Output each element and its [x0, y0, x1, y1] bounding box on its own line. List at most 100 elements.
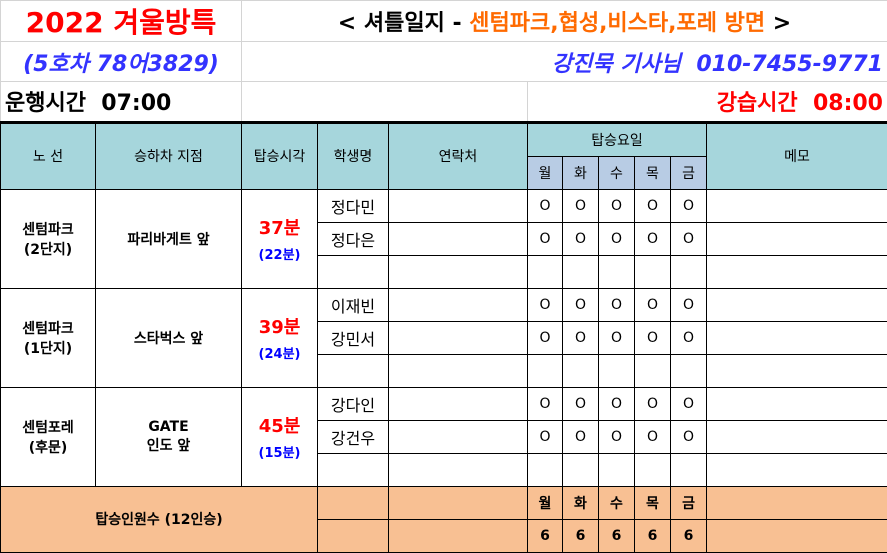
- contact-cell[interactable]: [389, 387, 528, 420]
- student-name[interactable]: 정다민: [318, 189, 389, 222]
- student-name[interactable]: 강다인: [318, 387, 389, 420]
- student-name[interactable]: [318, 255, 389, 288]
- day-mark[interactable]: O: [563, 222, 599, 255]
- footer-day: 수: [599, 486, 635, 519]
- day-mark[interactable]: O: [635, 420, 671, 453]
- footer-day: 화: [563, 486, 599, 519]
- footer-count: 6: [563, 519, 599, 552]
- contact-cell[interactable]: [389, 288, 528, 321]
- day-mark[interactable]: O: [563, 288, 599, 321]
- day-mark[interactable]: [635, 354, 671, 387]
- memo-cell[interactable]: [707, 288, 887, 321]
- day-mark[interactable]: O: [635, 222, 671, 255]
- col-contact: 연락처: [389, 123, 528, 189]
- contact-cell[interactable]: [389, 354, 528, 387]
- memo-cell[interactable]: [707, 189, 887, 222]
- contact-cell[interactable]: [389, 321, 528, 354]
- stop-cell: 스타벅스 앞: [96, 288, 242, 387]
- day-mark[interactable]: O: [671, 189, 707, 222]
- student-name[interactable]: [318, 354, 389, 387]
- day-mark[interactable]: O: [599, 222, 635, 255]
- day-mark[interactable]: O: [528, 189, 563, 222]
- col-student: 학생명: [318, 123, 389, 189]
- memo-cell[interactable]: [707, 453, 887, 486]
- footer-day: 금: [671, 486, 707, 519]
- day-mark[interactable]: O: [563, 387, 599, 420]
- day-mark[interactable]: O: [671, 288, 707, 321]
- day-mark[interactable]: [528, 255, 563, 288]
- day-mark[interactable]: O: [671, 222, 707, 255]
- day-mark[interactable]: O: [563, 189, 599, 222]
- day-mark[interactable]: [563, 354, 599, 387]
- student-name[interactable]: 강민서: [318, 321, 389, 354]
- day-mark[interactable]: O: [528, 321, 563, 354]
- memo-cell[interactable]: [707, 387, 887, 420]
- contact-cell[interactable]: [389, 189, 528, 222]
- footer-count: 6: [599, 519, 635, 552]
- footer-count: 6: [671, 519, 707, 552]
- day-mark[interactable]: [528, 453, 563, 486]
- stop-line: 인도 앞: [96, 435, 241, 455]
- contact-cell[interactable]: [389, 222, 528, 255]
- day-mark[interactable]: O: [671, 420, 707, 453]
- footer-day: 월: [528, 486, 563, 519]
- contact-cell[interactable]: [389, 255, 528, 288]
- memo-cell[interactable]: [707, 420, 887, 453]
- day-mark[interactable]: O: [528, 288, 563, 321]
- stop-cell: 파리바게트 앞: [96, 189, 242, 288]
- footer-label: 탑승인원수 (12인승): [1, 486, 318, 552]
- footer-count: 6: [528, 519, 563, 552]
- boarding-offset: (15분): [242, 442, 317, 461]
- student-name[interactable]: [318, 453, 389, 486]
- day-mark[interactable]: O: [599, 420, 635, 453]
- memo-cell[interactable]: [707, 354, 887, 387]
- day-header: 수: [599, 156, 635, 189]
- day-mark[interactable]: [563, 255, 599, 288]
- day-mark[interactable]: O: [528, 387, 563, 420]
- footer-empty: [707, 519, 887, 552]
- day-mark[interactable]: O: [599, 387, 635, 420]
- memo-cell[interactable]: [707, 321, 887, 354]
- day-mark[interactable]: [671, 255, 707, 288]
- boarding-time: 37분: [242, 214, 317, 240]
- day-mark[interactable]: O: [635, 321, 671, 354]
- col-route: 노 선: [1, 123, 96, 189]
- day-mark[interactable]: O: [635, 189, 671, 222]
- day-mark[interactable]: [599, 255, 635, 288]
- footer-empty: [318, 519, 389, 552]
- student-name[interactable]: 정다은: [318, 222, 389, 255]
- student-name[interactable]: 이재빈: [318, 288, 389, 321]
- memo-cell[interactable]: [707, 222, 887, 255]
- sheet-title: 2022 겨울방특: [1, 1, 242, 42]
- day-mark[interactable]: [528, 354, 563, 387]
- boarding-time: 39분: [242, 313, 317, 339]
- day-mark[interactable]: O: [599, 189, 635, 222]
- day-mark[interactable]: O: [599, 321, 635, 354]
- day-mark[interactable]: O: [671, 387, 707, 420]
- time-cell: 39분(24분): [242, 288, 318, 387]
- day-mark[interactable]: [671, 354, 707, 387]
- day-mark[interactable]: O: [528, 420, 563, 453]
- footer-empty: [707, 486, 887, 519]
- day-mark[interactable]: [635, 255, 671, 288]
- day-mark[interactable]: [599, 354, 635, 387]
- day-mark[interactable]: [635, 453, 671, 486]
- memo-cell[interactable]: [707, 255, 887, 288]
- contact-cell[interactable]: [389, 420, 528, 453]
- route-cell: 센텀파크(1단지): [1, 288, 96, 387]
- col-days: 탑승요일: [528, 123, 707, 156]
- day-mark[interactable]: O: [635, 387, 671, 420]
- day-mark[interactable]: [563, 453, 599, 486]
- day-mark[interactable]: O: [563, 420, 599, 453]
- day-mark[interactable]: O: [528, 222, 563, 255]
- day-mark[interactable]: O: [563, 321, 599, 354]
- subtitle-prefix: < 셔틀일지 -: [338, 11, 470, 36]
- day-mark[interactable]: [599, 453, 635, 486]
- contact-cell[interactable]: [389, 453, 528, 486]
- day-mark[interactable]: O: [671, 321, 707, 354]
- student-name[interactable]: 강건우: [318, 420, 389, 453]
- day-mark[interactable]: [671, 453, 707, 486]
- day-mark[interactable]: O: [599, 288, 635, 321]
- day-mark[interactable]: O: [635, 288, 671, 321]
